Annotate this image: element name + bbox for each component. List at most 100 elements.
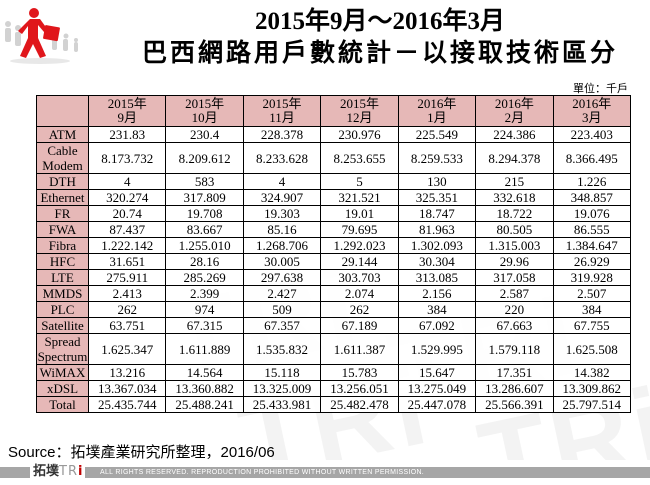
- row-label: FR: [36, 205, 89, 222]
- table-cell: 262: [320, 301, 399, 318]
- table-cell: 228.378: [242, 126, 322, 143]
- table-cell: 67.315: [165, 317, 244, 334]
- table-cell: 31.651: [87, 253, 167, 270]
- title-block: 2015年9月～2016年3月 巴西網路用戶數統計－以接取技術區分: [90, 6, 650, 70]
- table-cell: 81.963: [397, 221, 477, 238]
- row-label: LTE: [36, 269, 89, 286]
- table-cell: 8.294.378: [475, 142, 554, 174]
- table-cell: 13.275.049: [397, 380, 477, 397]
- column-header: 2015年 12月: [320, 95, 399, 127]
- column-header: 2016年 2月: [475, 95, 554, 127]
- table-cell: 25.482.478: [320, 396, 399, 413]
- table-cell: 30.304: [397, 253, 477, 270]
- row-label: HFC: [36, 253, 89, 270]
- table-cell: 325.351: [397, 189, 477, 206]
- page-title-period: 2015年9月～2016年3月: [254, 8, 505, 35]
- table-row: DTH 4 583 4 5 130 215 1.226: [36, 173, 632, 190]
- table-cell: 303.703: [320, 269, 399, 286]
- table-cell: 2.074: [320, 285, 399, 302]
- table-cell: 2.399: [165, 285, 244, 302]
- table-cell: 15.647: [397, 364, 477, 381]
- table-cell: 220: [475, 301, 554, 318]
- table-cell: 1.611.387: [320, 333, 399, 365]
- table-cell: 1.384.647: [552, 237, 632, 254]
- unit-label: 單位：千戶: [573, 82, 628, 95]
- table-cell: 25.435.744: [87, 396, 167, 413]
- table-cell: 1.579.118: [475, 333, 554, 365]
- row-label: Satellite: [36, 317, 89, 334]
- table-cell: 1.535.832: [242, 333, 322, 365]
- row-label: Fibra: [36, 237, 89, 254]
- table-cell: 583: [165, 173, 244, 190]
- table-cell: 2.427: [242, 285, 322, 302]
- table-cell: 25.566.391: [475, 396, 554, 413]
- table-cell: 320.274: [87, 189, 167, 206]
- table-cell: 313.085: [397, 269, 477, 286]
- column-header: 2015年 11月: [242, 95, 322, 127]
- table-cell: 67.663: [475, 317, 554, 334]
- table-row: Total 25.435.744 25.488.241 25.433.981 25.48…: [36, 396, 632, 413]
- table-cell: 1.292.023: [320, 237, 399, 254]
- tri-logo: 拓墣TRi: [30, 463, 86, 481]
- table-cell: 225.549: [397, 126, 477, 143]
- table-cell: 230.4: [165, 126, 244, 143]
- table-cell: 297.638: [242, 269, 322, 286]
- table-cell: 5: [320, 173, 399, 190]
- table-cell: 384: [397, 301, 477, 318]
- row-label: Cable Modem: [36, 142, 89, 174]
- row-label: WiMAX: [36, 364, 89, 381]
- table-cell: 4: [87, 173, 167, 190]
- table-cell: 19.708: [165, 205, 244, 222]
- table-cell: 25.488.241: [165, 396, 244, 413]
- table-cell: 1.529.995: [397, 333, 477, 365]
- table-cell: 4: [242, 173, 322, 190]
- table-cell: 13.367.034: [87, 380, 167, 397]
- table-cell: 1.222.142: [87, 237, 167, 254]
- table-cell: 29.144: [320, 253, 399, 270]
- table-cell: 87.437: [87, 221, 167, 238]
- table-cell: 80.505: [475, 221, 554, 238]
- table-cell: 324.907: [242, 189, 322, 206]
- table-cell: 13.309.862: [552, 380, 632, 397]
- table-cell: 18.747: [397, 205, 477, 222]
- table-cell: 974: [165, 301, 244, 318]
- table-cell: 1.268.706: [242, 237, 322, 254]
- table-cell: 13.256.051: [320, 380, 399, 397]
- table-cell: 67.755: [552, 317, 632, 334]
- row-label: Ethernet: [36, 189, 89, 206]
- table-row: FWA 87.437 83.667 85.16 79.695 81.963 80.505 86…: [36, 221, 632, 238]
- table-cell: 2.156: [397, 285, 477, 302]
- table-cell: 275.911: [87, 269, 167, 286]
- table-cell: 319.928: [552, 269, 632, 286]
- table-cell: 1.302.093: [397, 237, 477, 254]
- row-label: Total: [36, 396, 89, 413]
- table-cell: 317.809: [165, 189, 244, 206]
- table-cell: 19.303: [242, 205, 322, 222]
- table-row: Cable Modem 8.173.732 8.209.612 8.233.628 8.2…: [36, 142, 632, 174]
- table-cell: 15.118: [242, 364, 322, 381]
- row-label: ATM: [36, 126, 89, 143]
- row-label: PLC: [36, 301, 89, 318]
- page-title: 巴西網路用戶數統計－以接取技術區分: [141, 40, 618, 67]
- table-cell: 18.722: [475, 205, 554, 222]
- table-cell: 13.216: [87, 364, 167, 381]
- table-cell: 223.403: [552, 126, 632, 143]
- table-cell: 26.929: [552, 253, 632, 270]
- table-cell: 2.413: [87, 285, 167, 302]
- table-cell: 384: [552, 301, 632, 318]
- table-cell: 215: [475, 173, 554, 190]
- table-row: HFC 31.651 28.16 30.005 29.144 30.304 29.96 26.…: [36, 253, 632, 270]
- table-cell: 321.521: [320, 189, 399, 206]
- subscribers-table: 2015年 9月 2015年 10月 2015年 11月 2015年 12月 2016年…: [36, 95, 632, 413]
- table-cell: 19.076: [552, 205, 632, 222]
- table-cell: 230.976: [320, 126, 399, 143]
- table-cell: 14.564: [165, 364, 244, 381]
- table-cell: 8.259.533: [397, 142, 477, 174]
- table-cell: 25.447.078: [397, 396, 477, 413]
- table-cell: 2.587: [475, 285, 554, 302]
- table-cell: 13.360.882: [165, 380, 244, 397]
- table-cell: 509: [242, 301, 322, 318]
- table-cell: 262: [87, 301, 167, 318]
- table-cell: 1.625.508: [552, 333, 632, 365]
- table-row: PLC 262 974 509 262 384 220 384: [36, 301, 632, 318]
